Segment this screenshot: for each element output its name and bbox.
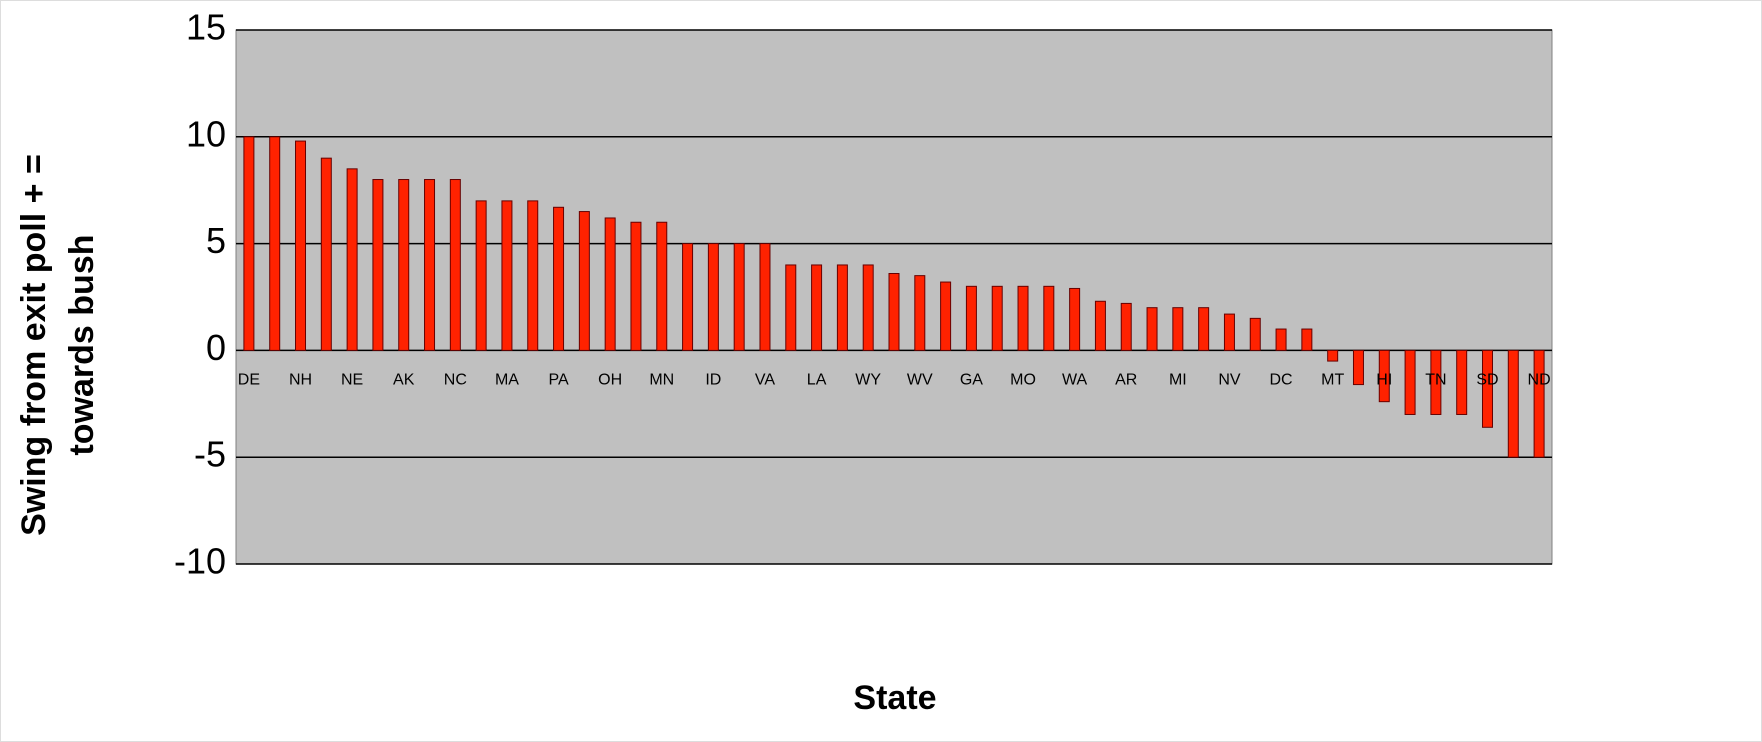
bar bbox=[269, 136, 281, 351]
bar bbox=[243, 136, 255, 351]
bar bbox=[682, 243, 694, 351]
bar bbox=[424, 179, 436, 351]
bar bbox=[449, 179, 461, 351]
bar bbox=[888, 273, 900, 351]
bar bbox=[965, 285, 977, 351]
bar bbox=[1327, 349, 1339, 362]
bar bbox=[1017, 285, 1029, 351]
x-tick-label: LA bbox=[807, 372, 827, 389]
bar bbox=[604, 217, 616, 351]
y-tick-label: -5 bbox=[194, 434, 226, 475]
x-tick-label: WV bbox=[907, 372, 933, 389]
bar bbox=[1172, 307, 1184, 351]
bar bbox=[1094, 300, 1106, 351]
bar bbox=[1198, 307, 1210, 351]
x-tick-label: WA bbox=[1062, 372, 1088, 389]
x-tick-label: DC bbox=[1270, 372, 1293, 389]
bar bbox=[475, 200, 487, 351]
bar bbox=[553, 206, 565, 351]
x-tick-label: NH bbox=[289, 372, 312, 389]
bar bbox=[1352, 349, 1364, 386]
bar bbox=[991, 285, 1003, 351]
bar bbox=[1120, 302, 1132, 351]
x-axis-title: State bbox=[853, 679, 936, 717]
bar bbox=[1456, 349, 1468, 415]
x-tick-label: DE bbox=[238, 372, 260, 389]
bar bbox=[862, 264, 874, 351]
bar bbox=[1275, 328, 1287, 351]
bar bbox=[372, 179, 384, 351]
bar bbox=[1378, 349, 1390, 403]
bar bbox=[578, 211, 590, 351]
x-tick-label: VA bbox=[755, 372, 775, 389]
bar bbox=[656, 221, 668, 351]
bar bbox=[1249, 317, 1261, 351]
bar bbox=[940, 281, 952, 351]
x-tick-label: PA bbox=[548, 372, 568, 389]
bar bbox=[1301, 328, 1313, 351]
bar bbox=[320, 157, 332, 351]
x-tick-label: NE bbox=[341, 372, 363, 389]
x-tick-label: MA bbox=[495, 372, 519, 389]
y-tick-label: 5 bbox=[206, 220, 226, 261]
bar bbox=[836, 264, 848, 351]
x-tick-label: ID bbox=[705, 372, 721, 389]
bar bbox=[346, 168, 358, 351]
y-tick-label: 10 bbox=[186, 113, 226, 154]
bar bbox=[914, 275, 926, 351]
bar bbox=[1146, 307, 1158, 351]
bar bbox=[707, 243, 719, 351]
x-tick-label: MO bbox=[1010, 372, 1036, 389]
x-tick-label: MN bbox=[649, 372, 674, 389]
bar bbox=[785, 264, 797, 351]
x-tick-label: ND bbox=[1528, 372, 1551, 389]
x-tick-label: GA bbox=[960, 372, 983, 389]
bar bbox=[1404, 349, 1416, 415]
y-tick-label: -10 bbox=[174, 541, 226, 582]
x-tick-label: HI bbox=[1376, 372, 1392, 389]
bar bbox=[295, 140, 307, 351]
x-tick-label: WY bbox=[855, 372, 881, 389]
x-tick-label: NC bbox=[444, 372, 467, 389]
x-tick-label: MI bbox=[1169, 372, 1187, 389]
x-tick-label: SD bbox=[1476, 372, 1498, 389]
x-tick-label: OH bbox=[598, 372, 622, 389]
bar bbox=[527, 200, 539, 351]
x-tick-label: AR bbox=[1115, 372, 1137, 389]
bar bbox=[1533, 349, 1545, 458]
x-tick-label: NV bbox=[1218, 372, 1241, 389]
bar bbox=[501, 200, 513, 351]
bar bbox=[1507, 349, 1519, 458]
y-axis-title: towards bush bbox=[63, 234, 101, 455]
bar bbox=[398, 179, 410, 351]
bar bbox=[1043, 285, 1055, 351]
bar bbox=[733, 243, 745, 351]
y-tick-label: 15 bbox=[186, 7, 226, 48]
x-tick-label: TN bbox=[1425, 372, 1446, 389]
x-tick-label: AK bbox=[393, 372, 415, 389]
x-tick-label: MT bbox=[1321, 372, 1344, 389]
y-axis-title: Swing from exit poll + = bbox=[15, 154, 53, 536]
bar bbox=[1430, 349, 1442, 415]
bar bbox=[1223, 313, 1235, 351]
bar bbox=[759, 243, 771, 351]
bar bbox=[1069, 287, 1081, 351]
bar bbox=[1481, 349, 1493, 428]
bar bbox=[630, 221, 642, 351]
bar bbox=[811, 264, 823, 351]
y-tick-label: 0 bbox=[206, 327, 226, 368]
